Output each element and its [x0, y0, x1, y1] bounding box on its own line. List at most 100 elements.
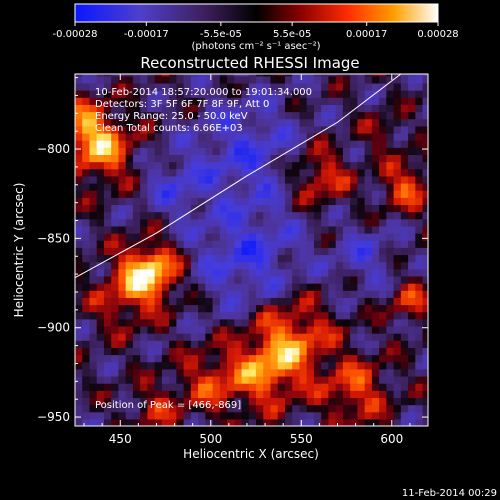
heatmap-cell — [234, 147, 243, 156]
heatmap-cell — [118, 111, 127, 120]
heatmap-cell — [270, 275, 279, 284]
heatmap-cell — [190, 268, 199, 277]
heatmap-cell — [169, 361, 177, 370]
heatmap-cell — [379, 125, 387, 134]
heatmap-cell — [234, 74, 243, 77]
heatmap-cell — [400, 347, 409, 356]
heatmap-cell — [241, 111, 250, 120]
heatmap-cell — [299, 268, 308, 277]
heatmap-cell — [350, 340, 358, 348]
heatmap-cell — [415, 318, 424, 327]
heatmap-cell — [212, 75, 221, 84]
heatmap-cell — [89, 347, 98, 356]
heatmap-cell — [408, 118, 416, 127]
heatmap-cell — [75, 354, 83, 363]
heatmap-cell — [313, 411, 322, 420]
heatmap-cell — [422, 418, 428, 426]
heatmap-cell — [161, 268, 170, 277]
heatmap-cell — [357, 261, 366, 270]
heatmap-cell — [154, 74, 163, 77]
heatmap-cell — [103, 197, 112, 206]
heatmap-cell — [277, 361, 286, 370]
heatmap-cell — [313, 190, 322, 198]
heatmap-cell — [241, 247, 250, 256]
heatmap-cell — [357, 254, 366, 263]
heatmap-cell — [140, 82, 149, 91]
heatmap-cell — [270, 161, 279, 170]
heatmap-cell — [277, 318, 286, 327]
heatmap-cell — [256, 390, 264, 399]
heatmap-cell — [248, 318, 257, 327]
heatmap-cell — [328, 104, 337, 113]
heatmap-cell — [82, 247, 91, 256]
heatmap-cell — [422, 132, 428, 141]
heatmap-cell — [364, 154, 373, 163]
heatmap-cell — [379, 311, 387, 320]
heatmap-cell — [176, 82, 185, 91]
heatmap-cell — [111, 74, 120, 77]
heatmap-cell — [227, 347, 235, 356]
heatmap-cell — [292, 74, 301, 77]
heatmap-cell — [270, 347, 279, 356]
heatmap-cell — [342, 368, 351, 377]
heatmap-cell — [111, 390, 120, 399]
heatmap-cell — [147, 125, 156, 134]
heatmap-cell — [132, 225, 141, 234]
heatmap-cell — [140, 154, 149, 163]
heatmap-cell — [161, 132, 170, 141]
heatmap-cell — [147, 383, 156, 391]
heatmap-cell — [284, 404, 293, 413]
heatmap-cell — [103, 254, 112, 263]
heatmap-cell — [342, 254, 351, 263]
heatmap-cell — [422, 147, 428, 156]
heatmap-cell — [335, 104, 344, 113]
heatmap-cell — [335, 154, 344, 163]
heatmap-cell — [415, 125, 424, 134]
heatmap-cell — [219, 140, 228, 148]
heatmap-cell — [386, 297, 395, 306]
heatmap-cell — [306, 283, 315, 291]
heatmap-cell — [183, 375, 192, 384]
heatmap-cell — [328, 283, 337, 291]
heatmap-cell — [198, 225, 206, 234]
heatmap-cell — [292, 90, 301, 98]
heatmap-cell — [161, 147, 170, 156]
heatmap-cell — [183, 304, 192, 313]
heatmap-cell — [82, 283, 91, 291]
heatmap-cell — [306, 190, 315, 198]
heatmap-cell — [270, 318, 279, 327]
heatmap-cell — [169, 97, 177, 105]
heatmap-cell — [183, 125, 192, 134]
heatmap-cell — [183, 75, 192, 84]
heatmap-cell — [328, 161, 337, 170]
heatmap-cell — [256, 161, 264, 170]
heatmap-cell — [125, 368, 134, 377]
heatmap-cell — [161, 97, 170, 105]
heatmap-cell — [205, 247, 214, 256]
heatmap-cell — [248, 90, 257, 98]
heatmap-cell — [371, 104, 380, 113]
heatmap-cell — [176, 347, 185, 356]
heatmap-cell — [161, 254, 170, 263]
heatmap-cell — [183, 132, 192, 141]
heatmap-cell — [212, 140, 221, 148]
heatmap-cell — [357, 283, 366, 291]
heatmap-cell — [299, 182, 308, 191]
heatmap-cell — [328, 404, 337, 413]
heatmap-cell — [154, 383, 163, 391]
heatmap-cell — [248, 361, 257, 370]
heatmap-cell — [299, 361, 308, 370]
heatmap-cell — [176, 311, 185, 320]
heatmap-cell — [219, 390, 228, 399]
heatmap-cell — [241, 311, 250, 320]
heatmap-cell — [284, 283, 293, 291]
heatmap-cell — [379, 104, 387, 113]
heatmap-cell — [125, 297, 134, 306]
heatmap-cell — [256, 247, 264, 256]
heatmap-cell — [89, 161, 98, 170]
heatmap-cell — [190, 383, 199, 391]
heatmap-cell — [154, 347, 163, 356]
heatmap-cell — [313, 118, 322, 127]
heatmap-cell — [422, 390, 428, 399]
heatmap-cell — [342, 247, 351, 256]
